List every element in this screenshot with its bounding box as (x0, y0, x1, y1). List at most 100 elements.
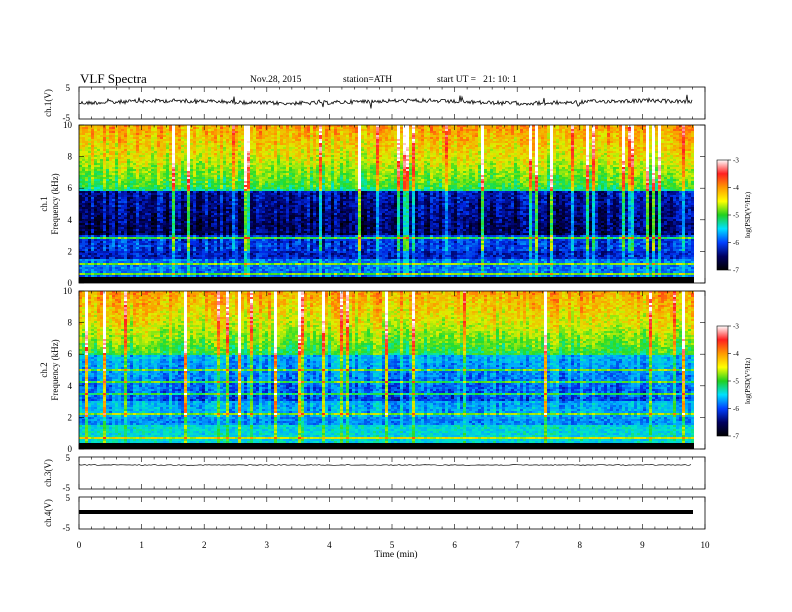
spectrogram-cell (229, 135, 232, 137)
spectrogram-cell (118, 187, 121, 189)
spectrogram-cell (241, 215, 244, 217)
spectrogram-cell (178, 187, 181, 189)
spectrogram-cell (124, 215, 127, 217)
spectrogram-cell (94, 187, 97, 189)
spectrogram-cell (169, 235, 172, 237)
spectrogram-cell (142, 177, 145, 179)
spectrogram-cell (133, 249, 136, 251)
spectrogram-cell (142, 171, 145, 173)
spectrogram-cell (181, 143, 184, 145)
spectrogram-cell (226, 181, 229, 183)
spectrogram-cell (238, 191, 241, 193)
spectrogram-cell (268, 155, 271, 157)
spectrogram-cell (229, 249, 232, 251)
spectrogram-cell (127, 253, 130, 255)
spectrogram-cell (118, 241, 121, 243)
spectrogram-cell (97, 261, 100, 263)
spectrogram-cell (187, 189, 190, 191)
spectrogram-cell (97, 223, 100, 225)
spectrogram-cell (223, 157, 226, 159)
spectrogram-cell (178, 195, 181, 197)
spectrogram-cell (172, 141, 175, 143)
spectrogram-cell (244, 133, 247, 135)
spectrogram-cell (106, 139, 109, 141)
spectrogram-cell (88, 211, 91, 213)
spectrogram-cell (214, 193, 217, 195)
spectrogram-cell (217, 211, 220, 213)
spectrogram-cell (181, 193, 184, 195)
spectrogram-cell (100, 227, 103, 229)
spectrogram-cell (178, 183, 181, 185)
spectrogram-cell (223, 223, 226, 225)
spectrogram-cell (100, 277, 103, 279)
spectrogram-cell (133, 239, 136, 241)
spectrogram-cell (172, 237, 175, 239)
spectrogram-cell (166, 239, 169, 241)
spectrogram-cell (124, 245, 127, 247)
spectrogram-cell (217, 269, 220, 271)
spectrogram-cell (79, 141, 82, 143)
spectrogram-cell (244, 201, 247, 203)
spectrogram-cell (166, 185, 169, 187)
spectrogram-cell (172, 269, 175, 271)
spectrogram-cell (91, 217, 94, 219)
spectrogram-cell (151, 279, 154, 281)
spectrogram-cell (214, 187, 217, 189)
spectrogram-cell (178, 163, 181, 165)
spectrogram-cell (262, 237, 265, 239)
spectrogram-cell (160, 279, 163, 281)
spectrogram-cell (136, 175, 139, 177)
spectrogram-cell (187, 157, 190, 159)
spectrogram-cell (97, 213, 100, 215)
spectrogram-cell (169, 199, 172, 201)
spectrogram-cell (220, 191, 223, 193)
spectrogram-cell (259, 263, 262, 265)
spectrogram-cell (256, 159, 259, 161)
spectrogram-cell (256, 151, 259, 153)
spectrogram-cell (82, 153, 85, 155)
spectrogram-cell (88, 183, 91, 185)
spectrogram-cell (256, 281, 259, 283)
spectrogram-cell (112, 187, 115, 189)
spectrogram-cell (82, 225, 85, 227)
spectrogram-cell (232, 165, 235, 167)
spectrogram-cell (133, 217, 136, 219)
spectrogram-cell (232, 137, 235, 139)
spectrogram-cell (232, 177, 235, 179)
spectrogram-cell (184, 149, 187, 151)
spectrogram-cell (124, 131, 127, 133)
spectrogram-cell (151, 245, 154, 247)
spectrogram-cell (154, 213, 157, 215)
spectrogram-cell (184, 205, 187, 207)
spectrogram-cell (199, 253, 202, 255)
spectrogram-cell (79, 259, 82, 261)
spectrogram-cell (97, 155, 100, 157)
spectrogram-cell (97, 137, 100, 139)
spectrogram-cell (97, 133, 100, 135)
spectrogram-cell (130, 267, 133, 269)
spectrogram-cell (250, 185, 253, 187)
spectrogram-cell (154, 221, 157, 223)
spectrogram-cell (181, 229, 184, 231)
spectrogram-cell (250, 265, 253, 267)
spectrogram-cell (139, 207, 142, 209)
spectrogram-cell (121, 251, 124, 253)
spectrogram-cell (166, 191, 169, 193)
spectrogram-cell (187, 147, 190, 149)
spectrogram-cell (238, 281, 241, 283)
spectrogram-cell (136, 197, 139, 199)
spectrogram-cell (124, 163, 127, 165)
spectrogram-cell (205, 209, 208, 211)
spectrogram-cell (190, 139, 193, 141)
spectrogram-cell (136, 281, 139, 283)
spectrogram-cell (178, 253, 181, 255)
spectrogram-cell (214, 177, 217, 179)
spectrogram-cell (265, 213, 268, 215)
spectrogram-cell (85, 175, 88, 177)
spectrogram-cell (235, 195, 238, 197)
spectrogram-cell (118, 141, 121, 143)
spectrogram-cell (199, 145, 202, 147)
spectrogram-cell (253, 127, 256, 129)
spectrogram-cell (79, 137, 82, 139)
spectrogram-cell (118, 135, 121, 137)
